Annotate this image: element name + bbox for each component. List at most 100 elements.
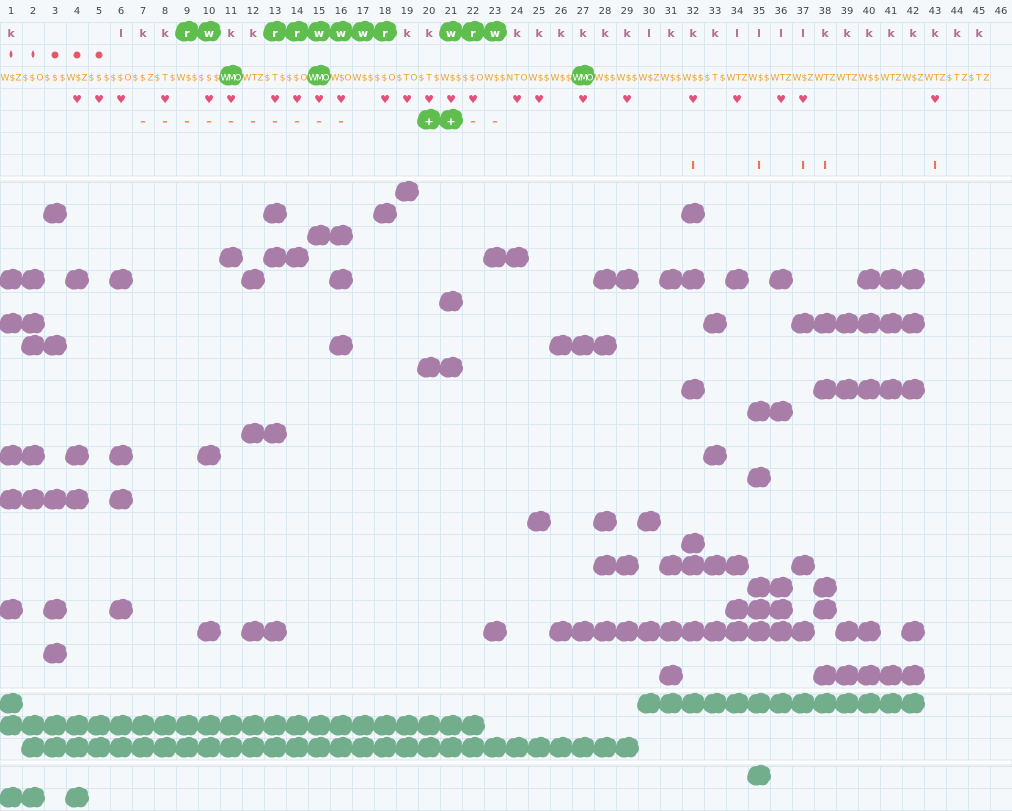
cell-text: w (490, 27, 500, 40)
highlight (439, 108, 464, 130)
filled-cell (879, 312, 904, 334)
filled-cell (857, 664, 882, 686)
filled-cell (329, 224, 354, 246)
cell-text: – (294, 115, 300, 128)
cell-text: k (623, 27, 631, 40)
filled-cell (241, 268, 266, 290)
filled-cell (659, 620, 684, 642)
filled-cell (747, 692, 772, 714)
cell-text: ♥ (446, 93, 456, 106)
filled-cell (857, 268, 882, 290)
filled-cell (769, 400, 794, 422)
cell-text: l (801, 27, 805, 40)
column-number: 27 (577, 6, 590, 17)
filled-cell (637, 510, 662, 532)
cell-text: $TO (397, 74, 418, 84)
cell-text: ♥ (578, 93, 588, 106)
cell-text: W$Z (639, 74, 660, 84)
filled-cell (527, 736, 552, 758)
cell-text: – (184, 115, 190, 128)
cell-text: W$$ (617, 74, 638, 84)
filled-cell (219, 714, 244, 736)
filled-cell (417, 714, 442, 736)
filled-cell (571, 334, 596, 356)
filled-cell (505, 736, 530, 758)
column-number: 8 (162, 6, 168, 17)
cell-text: k (711, 27, 719, 40)
cell-text: W$$ (683, 74, 704, 84)
column-number: 35 (753, 6, 766, 17)
cell-text: – (470, 115, 476, 128)
column-number: 6 (118, 6, 124, 17)
column-number: 25 (533, 6, 546, 17)
cell-text: ♥ (732, 93, 742, 106)
cell-text: ♥ (116, 93, 126, 106)
drop-icon (31, 50, 35, 58)
cell-text: $T$ (155, 74, 176, 84)
filled-cell (373, 202, 398, 224)
filled-cell (109, 488, 134, 510)
filled-cell (21, 786, 46, 808)
filled-cell (857, 312, 882, 334)
filled-cell (351, 736, 376, 758)
cell-text: – (206, 115, 212, 128)
cell-text: WTZ (727, 74, 748, 84)
cell-text: w (336, 27, 346, 40)
column-number: 17 (357, 6, 370, 17)
filled-cell (439, 714, 464, 736)
cell-text: r (382, 27, 388, 40)
filled-cell (615, 736, 640, 758)
cell-text: k (953, 27, 961, 40)
filled-cell (329, 268, 354, 290)
section-gap (0, 175, 1012, 182)
section-gap (0, 687, 1012, 694)
cell-text: ♥ (72, 93, 82, 106)
filled-cell (21, 268, 46, 290)
filled-cell (835, 312, 860, 334)
filled-cell (263, 422, 288, 444)
filled-cell (725, 692, 750, 714)
filled-cell (549, 736, 574, 758)
column-number: 16 (335, 6, 348, 17)
filled-cell (307, 714, 332, 736)
cell-text: + (424, 115, 433, 128)
filled-cell (373, 736, 398, 758)
filled-cell (219, 736, 244, 758)
cell-text: k (513, 27, 521, 40)
filled-cell (857, 692, 882, 714)
cell-text: k (667, 27, 675, 40)
cell-text: w (314, 27, 324, 40)
filled-cell (637, 620, 662, 642)
section-gap (0, 759, 1012, 766)
highlight (483, 20, 508, 42)
cell-text: WTZ (881, 74, 902, 84)
cell-text: ♥ (402, 93, 412, 106)
filled-cell (109, 736, 134, 758)
filled-cell (241, 620, 266, 642)
column-number: 45 (973, 6, 986, 17)
filled-cell (461, 714, 486, 736)
filled-cell (593, 554, 618, 576)
filled-cell (329, 714, 354, 736)
filled-cell (175, 714, 200, 736)
filled-cell (417, 356, 442, 378)
cell-text: l (779, 27, 783, 40)
cell-text: WMO (309, 74, 330, 84)
column-number: 4 (74, 6, 80, 17)
filled-cell (65, 736, 90, 758)
column-number: 10 (203, 6, 216, 17)
filled-cell (813, 312, 838, 334)
column-number: 38 (819, 6, 832, 17)
highlight (307, 64, 332, 86)
filled-cell (175, 736, 200, 758)
cell-text: – (140, 115, 146, 128)
filled-cell (725, 268, 750, 290)
filled-cell (681, 554, 706, 576)
cell-text: k (843, 27, 851, 40)
filled-cell (857, 378, 882, 400)
filled-cell (197, 620, 222, 642)
filled-cell (769, 598, 794, 620)
cell-text: k (689, 27, 697, 40)
filled-cell (747, 620, 772, 642)
filled-cell (593, 268, 618, 290)
